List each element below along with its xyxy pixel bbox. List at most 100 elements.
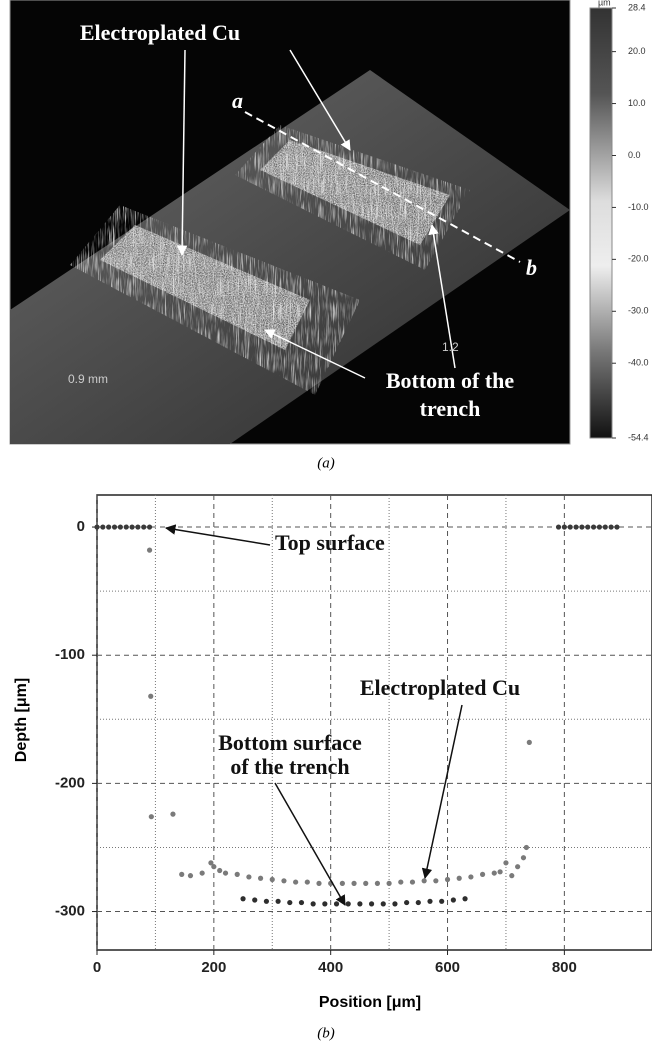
data-point [293,879,298,884]
colorbar-label: -10.0 [628,202,649,212]
data-point [375,881,380,886]
data-point [515,864,520,869]
colorbar-label: -30.0 [628,306,649,316]
data-point [585,524,590,529]
data-point [573,524,578,529]
data-point [106,524,111,529]
data-point [556,524,561,529]
data-point [252,897,257,902]
annotation: Electroplated Cu [360,675,520,700]
data-point [322,901,327,906]
data-point [276,899,281,904]
x-tick-label: 200 [201,959,226,976]
x-axis-label: Position [μm] [319,994,421,1011]
data-point [369,901,374,906]
data-point [524,845,529,850]
data-point [258,876,263,881]
data-point [124,524,129,529]
data-point [112,524,117,529]
colorbar [590,8,612,438]
annotation: trench [420,396,481,421]
y-tick-label: -300 [55,903,85,920]
data-point [147,548,152,553]
arrow [275,783,345,905]
data-point [392,901,397,906]
data-point [94,524,99,529]
data-point [281,878,286,883]
data-point [462,896,467,901]
arrow [166,528,270,545]
colorbar-label: -20.0 [628,254,649,264]
x-tick-label: 400 [318,959,343,976]
data-point [129,524,134,529]
y-tick-label: 0 [77,518,85,535]
data-point [427,899,432,904]
data-point [270,877,275,882]
data-point [211,864,216,869]
colorbar-label: 28.4 [628,2,646,12]
data-point [603,524,608,529]
data-point [422,878,427,883]
data-point [235,872,240,877]
data-point [200,870,205,875]
colorbar-unit: µm [598,0,611,7]
data-point [141,524,146,529]
data-point [340,881,345,886]
surface-panel: Electroplated Cu a b Bottom of the trenc… [10,0,649,471]
data-point [346,901,351,906]
data-point [299,900,304,905]
data-point [410,879,415,884]
annotation: Bottom surface [218,730,362,755]
colorbar-label: 0.0 [628,150,641,160]
data-point [579,524,584,529]
data-point [334,901,339,906]
data-point [451,897,456,902]
caption: (a) [317,455,335,471]
data-point [404,900,409,905]
colorbar-label: -40.0 [628,358,649,368]
x-tick-label: 800 [552,959,577,976]
data-point [614,524,619,529]
x-tick-label: 0 [93,959,101,976]
data-point [433,878,438,883]
data-point [100,524,105,529]
annotation: Top surface [275,530,385,555]
data-point [135,524,140,529]
data-point [311,901,316,906]
data-point [363,881,368,886]
annotation: of the trench [230,754,349,779]
data-point [381,901,386,906]
data-point [223,870,228,875]
data-point [480,872,485,877]
caption: (b) [317,1025,335,1041]
annotation: Electroplated Cu [80,20,240,45]
data-point [457,876,462,881]
y-axis-label: Depth [μm] [13,678,30,762]
data-point [149,814,154,819]
annotations: Top surface Electroplated Cu Bottom surf… [166,528,520,905]
colorbar-label: 10.0 [628,98,646,108]
data-point [527,740,532,745]
data-point [509,873,514,878]
data-point [305,879,310,884]
arrow [425,705,462,878]
data-point [148,694,153,699]
figure: Electroplated Cu a b Bottom of the trenc… [0,0,652,1048]
data-point [147,524,152,529]
data-point [246,874,251,879]
axis-label: 1.2 [442,340,459,354]
data-point [521,855,526,860]
data-point [179,872,184,877]
data-point [445,877,450,882]
data-point [188,873,193,878]
colorbar-label: 20.0 [628,46,646,56]
annotation: Bottom of the [386,368,515,393]
data-point [387,881,392,886]
data-point [351,881,356,886]
y-tick-label: -100 [55,646,85,663]
data-point [609,524,614,529]
data-point [439,899,444,904]
data-point [492,870,497,875]
data-point [398,879,403,884]
plot-frame [97,495,652,950]
